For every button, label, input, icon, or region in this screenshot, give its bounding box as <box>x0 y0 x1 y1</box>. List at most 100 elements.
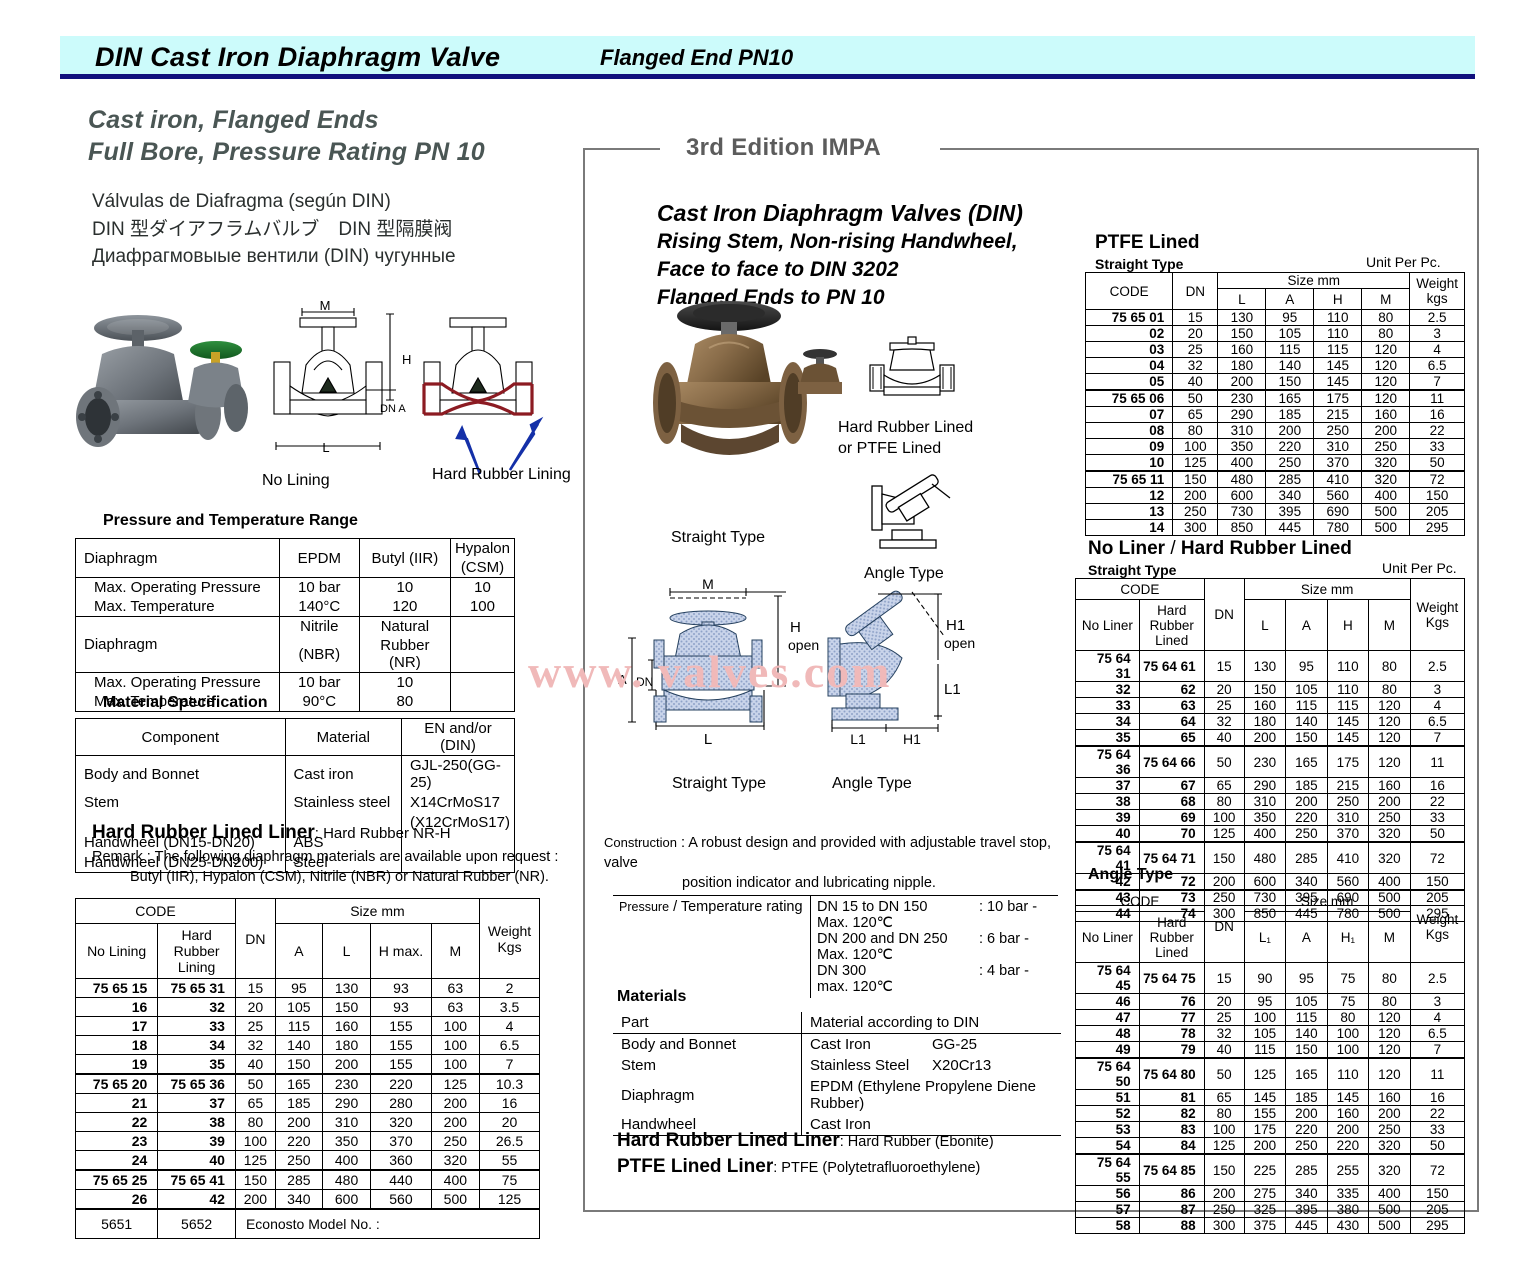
cell-diaphragm-2: Diaphragm <box>75 616 280 673</box>
table-row: 35 65 40 200 150 145 120 7 <box>1075 729 1466 747</box>
th-ptfe-weight: Weight kgs <box>1409 272 1465 310</box>
cell-h: 560 <box>1326 873 1370 890</box>
cell-en3: (X12CrMoS17) <box>400 812 516 832</box>
cell-h: 370 <box>1313 454 1363 472</box>
liner-ptfe: PTFE Lined Liner: PTFE (Polytetrafluoroe… <box>617 1154 994 1180</box>
no-liner-heading-sep: / <box>1170 538 1176 559</box>
table-row: (NBR) Rubber (NR) <box>76 636 515 673</box>
table-row: Max. Temperature 90°C 80 <box>75 692 516 712</box>
cell-weight: 150 <box>1409 873 1466 890</box>
cell-a: 165 <box>274 1073 323 1094</box>
page-subtitle: Flanged End PN10 <box>600 45 794 70</box>
cell-a: 140 <box>1285 713 1328 730</box>
cell-m: 500 <box>1368 1217 1411 1234</box>
cell-dn: 100 <box>234 1131 276 1151</box>
cell-dn: 50 <box>1203 745 1245 778</box>
cell-l: 290 <box>321 1093 372 1113</box>
cell-weight: 10.3 <box>479 1073 540 1094</box>
cell-a: 250 <box>1285 825 1328 843</box>
cell-a: 285 <box>1285 1153 1328 1186</box>
table-row: 54 84 125 200 250 220 320 50 <box>1075 1137 1466 1155</box>
cell-code-no-lining: 22 <box>74 1112 159 1132</box>
cell-code-hard-rubber: 37 <box>157 1093 236 1113</box>
cell-l: 310 <box>1217 422 1267 439</box>
th-nl-hr-2: Rubber <box>1149 617 1194 633</box>
no-liner-heading-b: Hard Rubber Lined <box>1180 538 1352 559</box>
cell-code-hard-rubber: 32 <box>157 997 236 1017</box>
cell-l: 850 <box>1217 519 1267 536</box>
cell-dn: 125 <box>1172 454 1219 472</box>
header-band <box>60 36 1475 76</box>
table-row: No Lining Hard Rubber Lining A L H max. … <box>74 923 540 979</box>
caption-straight-photo: Straight Type <box>671 529 765 546</box>
cell-cast-iron: Cast iron <box>284 755 402 792</box>
cell-l: 480 <box>1243 841 1287 874</box>
cell-m: 200 <box>1368 1105 1411 1122</box>
cell-a: 220 <box>274 1131 323 1151</box>
cell-m: 400 <box>1368 873 1411 890</box>
cell-material-2: Stainless Steel X20Cr13 <box>801 1055 1061 1076</box>
cell-weight: 295 <box>1409 519 1465 536</box>
table-row: 38 68 80 310 200 250 200 22 <box>1075 793 1466 810</box>
th-component: Component <box>75 718 286 756</box>
cell-h: 110 <box>1313 325 1363 342</box>
cell-l: 105 <box>1243 1025 1287 1042</box>
cell-m: 120 <box>1361 341 1411 358</box>
annotation-arrows <box>455 416 544 475</box>
cell-l: 160 <box>321 1016 372 1036</box>
cell-l: 400 <box>1217 454 1267 472</box>
cell-weight: 55 <box>479 1150 540 1171</box>
cell-a: 250 <box>1265 454 1315 472</box>
table-row: Handwheel Cast Iron <box>613 1114 1061 1136</box>
cell-code-hard-rubber: 75 64 80 <box>1138 1057 1205 1090</box>
table-row: 51 81 65 145 185 145 160 16 <box>1075 1089 1466 1106</box>
table-row: CODE DN Size mm Weight Kgs <box>1075 578 1466 651</box>
cell-l: 200 <box>1243 1137 1287 1155</box>
cell-m: 120 <box>1368 1009 1411 1026</box>
angle-table-heading: Angle Type <box>1088 866 1174 883</box>
cell-weight: 6.5 <box>1409 1025 1466 1042</box>
cell-l: 175 <box>1243 1121 1287 1138</box>
cell-code-no-liner: 37 <box>1075 777 1140 794</box>
cell-m: 80 <box>1361 309 1411 326</box>
th-no-lining: No Lining <box>74 923 159 979</box>
pressure-key: Pressure <box>619 900 670 914</box>
table-row: Part Material according to DIN <box>613 1012 1061 1034</box>
cell-weight: 295 <box>1409 1217 1466 1234</box>
cell-stem: Stem <box>75 792 286 812</box>
cell-m: 500 <box>430 1189 481 1210</box>
cell-diaphragm-1: Diaphragm <box>75 538 280 578</box>
cell-code-hard-rubber: 79 <box>1138 1041 1205 1059</box>
cell-l: 225 <box>1243 1153 1287 1186</box>
cell-naturalrubber-2: Rubber (NR) <box>358 636 451 673</box>
cell-nitrile-1: Nitrile <box>278 616 360 636</box>
cell-l: 375 <box>1243 1217 1287 1234</box>
cell-dn: 250 <box>1172 503 1219 520</box>
cell-weight: 4 <box>1409 341 1465 358</box>
cell-l: 150 <box>321 997 372 1017</box>
table-row: 75 64 36 75 64 66 50 230 165 175 120 11 <box>1075 745 1466 778</box>
cell-a: 95 <box>274 978 323 998</box>
cell-dn: 250 <box>1203 1201 1245 1218</box>
cell-epdm: EPDM <box>278 538 360 578</box>
cell-l: 130 <box>1217 309 1267 326</box>
cell-part-2: Stem <box>613 1055 802 1076</box>
cell-code-hard-rubber: 77 <box>1138 1009 1205 1026</box>
cell-hmax: 155 <box>370 1016 432 1036</box>
cell-weight: 6.5 <box>1409 713 1466 730</box>
cell-code: 04 <box>1084 357 1174 374</box>
cell-h: 215 <box>1326 777 1370 794</box>
cell-h: 380 <box>1326 1201 1370 1218</box>
cell-weight: 3 <box>1409 993 1466 1010</box>
cell-dn: 20 <box>1172 325 1219 342</box>
cell-part-4: Handwheel <box>613 1114 802 1136</box>
cell-l: 310 <box>321 1112 372 1132</box>
caption-straight-drawing: Straight Type <box>672 775 766 792</box>
cell-a: 445 <box>1285 1217 1328 1234</box>
cell-m: 500 <box>1361 519 1411 536</box>
table-row: (CSM) <box>76 558 516 578</box>
cell-a: 200 <box>1285 793 1328 810</box>
cell-dn: 200 <box>1172 487 1219 504</box>
table-row: Diaphragm Nitrile Natural <box>75 616 516 673</box>
cell-code-hard-rubber: 87 <box>1138 1201 1205 1218</box>
